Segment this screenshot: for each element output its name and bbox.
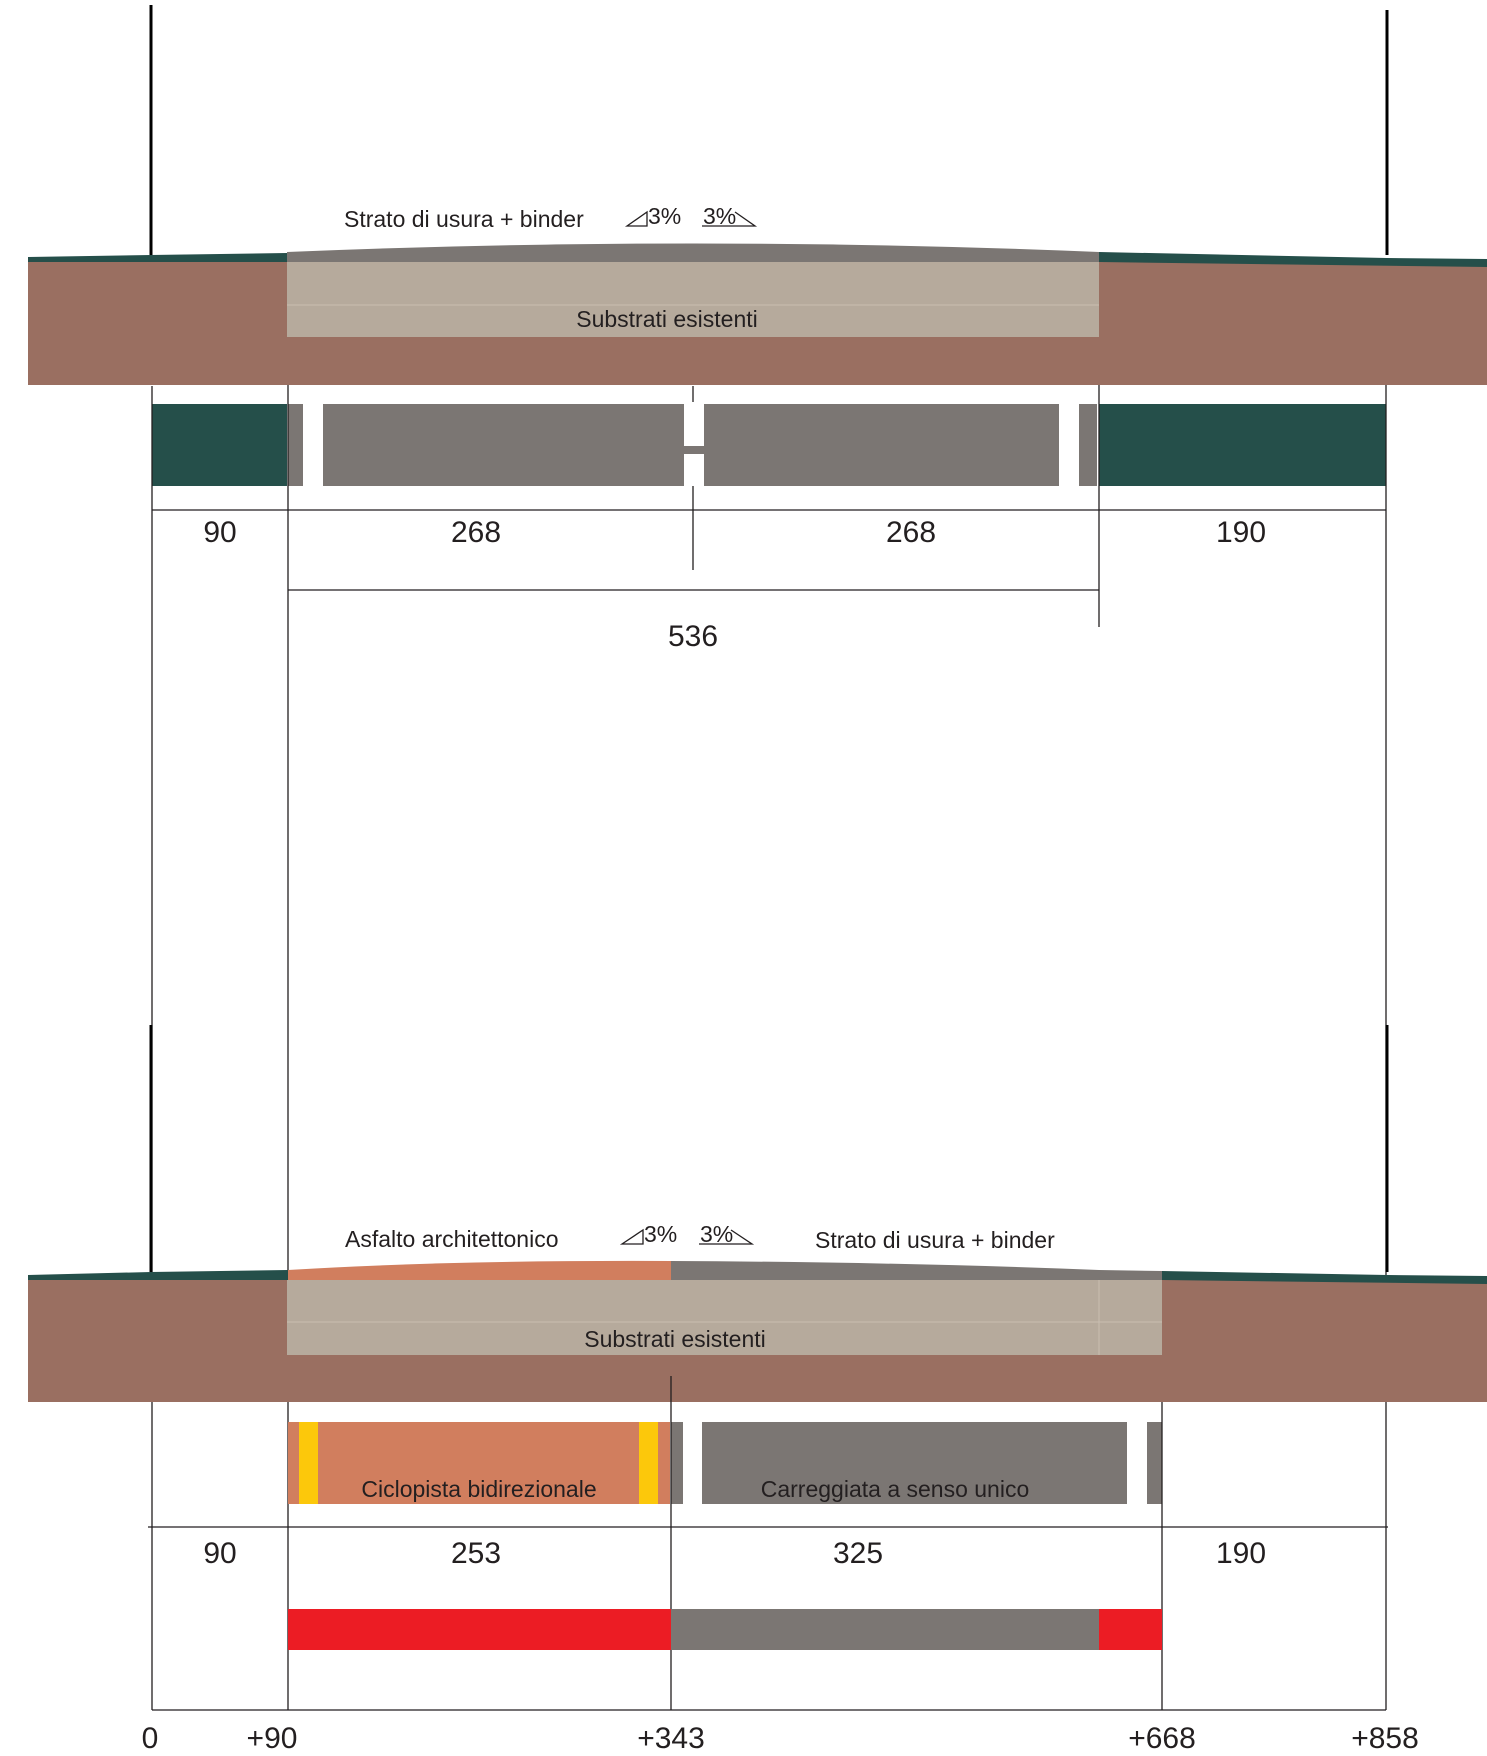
dim-existing-2: 268 xyxy=(886,516,936,549)
red-band-right xyxy=(1099,1609,1162,1650)
slope-marker-left-2: 3% xyxy=(619,1221,677,1247)
substrate-label: Substrati esistenti xyxy=(576,306,758,332)
slope-marker-right: 3% xyxy=(702,203,758,229)
cycle-edge-marking-left xyxy=(299,1422,318,1504)
station-axis: 0 +90 +343 +668 +858 xyxy=(142,1722,1419,1755)
station-90: +90 xyxy=(247,1722,298,1755)
architectural-asphalt-label: Asfalto architettonico xyxy=(345,1226,559,1252)
left-sidewalk-surface-2 xyxy=(28,1270,288,1280)
dim-project-3: 190 xyxy=(1216,1537,1266,1570)
svg-text:3%: 3% xyxy=(644,1221,677,1247)
svg-text:3%: 3% xyxy=(648,203,681,229)
carriageway-plan xyxy=(702,1422,1127,1504)
dim-project-1: 253 xyxy=(451,1537,501,1570)
vertical-guides xyxy=(151,385,1387,1710)
dim-existing-total: 536 xyxy=(668,620,718,653)
right-sidewalk-plan xyxy=(1099,404,1386,486)
lane-right-plan xyxy=(704,404,1059,486)
grey-band xyxy=(671,1609,1099,1650)
existing-section: Strato di usura + binder Substrati esist… xyxy=(28,5,1487,653)
carriageway-label: Carreggiata a senso unico xyxy=(761,1476,1030,1502)
dim-project-0: 90 xyxy=(203,1537,236,1570)
red-band-left xyxy=(288,1609,671,1650)
cycle-lane-plan xyxy=(288,1422,670,1504)
lane-left-plan xyxy=(323,404,684,486)
wearing-course-label-2: Strato di usura + binder xyxy=(815,1227,1055,1253)
svg-text:3%: 3% xyxy=(700,1221,733,1247)
cycle-lane-label: Ciclopista bidirezionale xyxy=(361,1476,596,1502)
dim-existing-1: 268 xyxy=(451,516,501,549)
wearing-course-layer-2 xyxy=(671,1261,1162,1280)
pavement-change-band xyxy=(288,1609,1162,1650)
station-0: 0 xyxy=(142,1722,159,1755)
station-668: +668 xyxy=(1128,1722,1196,1755)
cycle-edge-marking-right xyxy=(639,1422,658,1504)
slope-marker-left: 3% xyxy=(624,203,681,229)
wearing-course-layer xyxy=(287,243,1099,262)
right-sidewalk-surface xyxy=(1099,252,1487,267)
dim-project-2: 325 xyxy=(833,1537,883,1570)
dim-existing-3: 190 xyxy=(1216,516,1266,549)
substrate-layer-2 xyxy=(287,1275,1162,1355)
dim-existing-0: 90 xyxy=(203,516,236,549)
substrate-label-2: Substrati esistenti xyxy=(584,1326,766,1352)
wearing-course-label: Strato di usura + binder xyxy=(344,206,584,232)
station-343: +343 xyxy=(637,1722,705,1755)
architectural-asphalt-layer xyxy=(288,1260,671,1280)
project-section: Asfalto architettonico Strato di usura +… xyxy=(28,1025,1487,1711)
project-plan-strip: Ciclopista bidirezionale Carreggiata a s… xyxy=(288,1422,1162,1504)
existing-plan-strip xyxy=(152,386,1386,570)
substrate-layer xyxy=(287,255,1099,337)
right-sidewalk-surface-2 xyxy=(1162,1271,1487,1284)
left-sidewalk-plan xyxy=(152,404,287,486)
station-858: +858 xyxy=(1351,1722,1419,1755)
svg-text:3%: 3% xyxy=(703,203,736,229)
slope-marker-right-2: 3% xyxy=(699,1221,755,1247)
left-sidewalk-surface xyxy=(28,253,287,262)
